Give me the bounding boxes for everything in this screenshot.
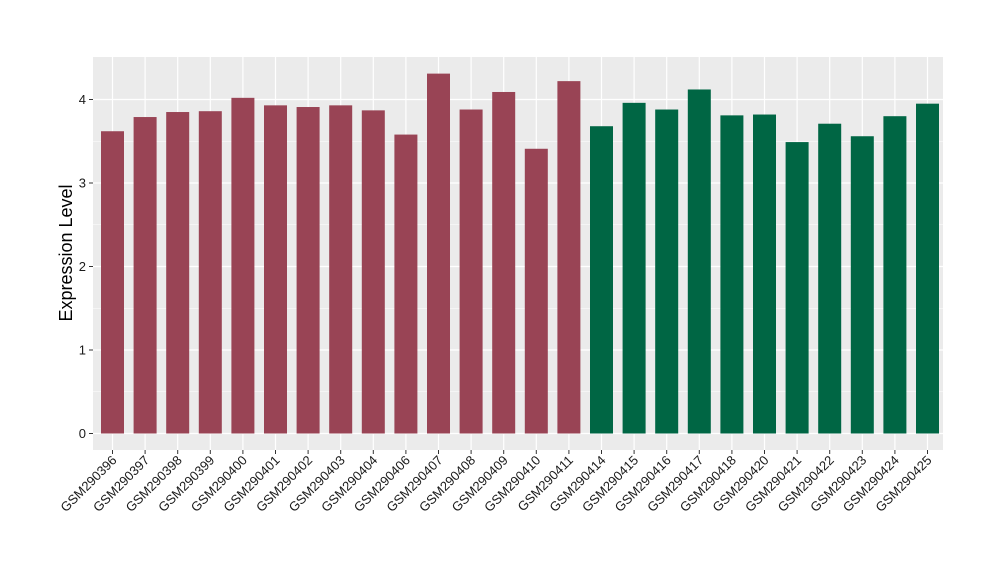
- y-tick-label: 1: [79, 343, 86, 358]
- y-tick-label: 2: [79, 259, 86, 274]
- bar-GSM290420: [753, 114, 776, 434]
- y-tick-label: 4: [79, 92, 86, 107]
- bar-GSM290414: [590, 126, 613, 434]
- bar-GSM290411: [557, 81, 581, 434]
- bar-GSM290425: [916, 103, 939, 434]
- bar-GSM290410: [524, 148, 548, 434]
- bar-GSM290404: [361, 110, 385, 434]
- bar-GSM290398: [166, 112, 190, 434]
- bar-GSM290402: [296, 107, 320, 434]
- bar-GSM290408: [459, 109, 483, 434]
- bar-GSM290423: [850, 136, 874, 434]
- bar-GSM290400: [231, 97, 255, 434]
- y-axis: 0 1 2 3 4: [79, 92, 93, 441]
- bar-GSM290396: [101, 131, 124, 434]
- bar-GSM290399: [198, 111, 222, 434]
- bar-GSM290409: [492, 91, 516, 434]
- bar-GSM290406: [394, 134, 418, 434]
- bar-GSM290418: [720, 115, 744, 434]
- bar-GSM290416: [655, 109, 679, 434]
- bar-GSM290422: [818, 123, 842, 434]
- bar-GSM290403: [329, 105, 353, 434]
- bar-GSM290424: [883, 116, 907, 434]
- bar-GSM290401: [264, 105, 287, 434]
- bar-GSM290415: [622, 102, 646, 434]
- y-tick-label: 3: [79, 176, 86, 191]
- bar-GSM290421: [785, 142, 809, 434]
- y-tick-label: 0: [79, 426, 86, 441]
- x-axis: GSM290396GSM290397GSM290398GSM290399GSM2…: [57, 450, 935, 515]
- y-axis-title: Expression Level: [56, 184, 76, 321]
- bar-GSM290417: [687, 89, 711, 434]
- bars: [101, 73, 939, 434]
- bar-GSM290407: [427, 73, 450, 434]
- bar-GSM290397: [133, 117, 157, 434]
